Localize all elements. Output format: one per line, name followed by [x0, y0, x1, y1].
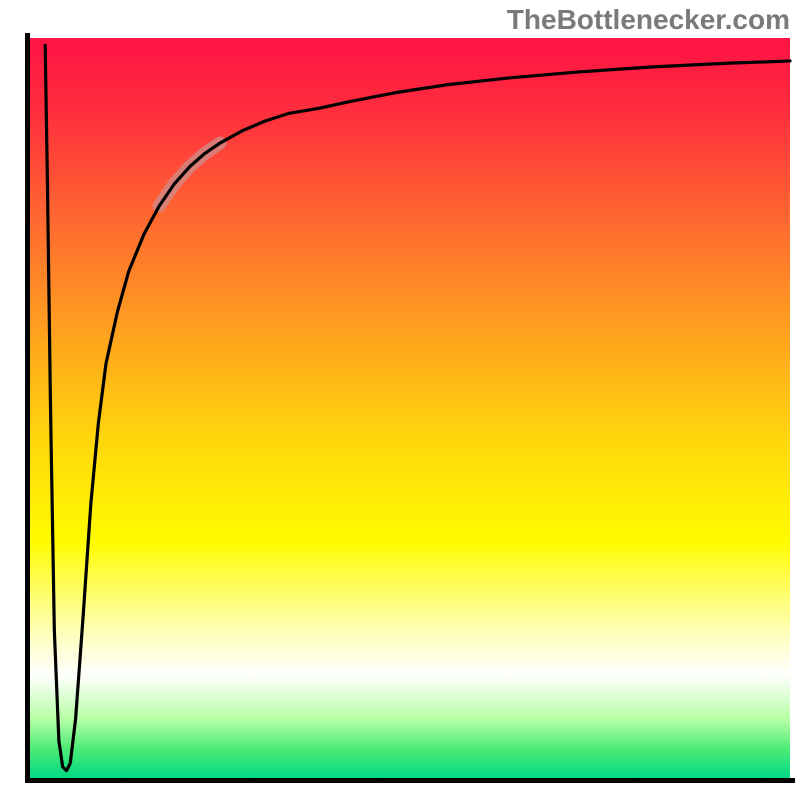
x-axis — [25, 778, 795, 783]
plot-background — [30, 38, 790, 778]
watermark-text: TheBottlenecker.com — [507, 4, 790, 35]
bottleneck-chart: TheBottlenecker.com — [0, 0, 800, 800]
y-axis — [25, 33, 30, 783]
